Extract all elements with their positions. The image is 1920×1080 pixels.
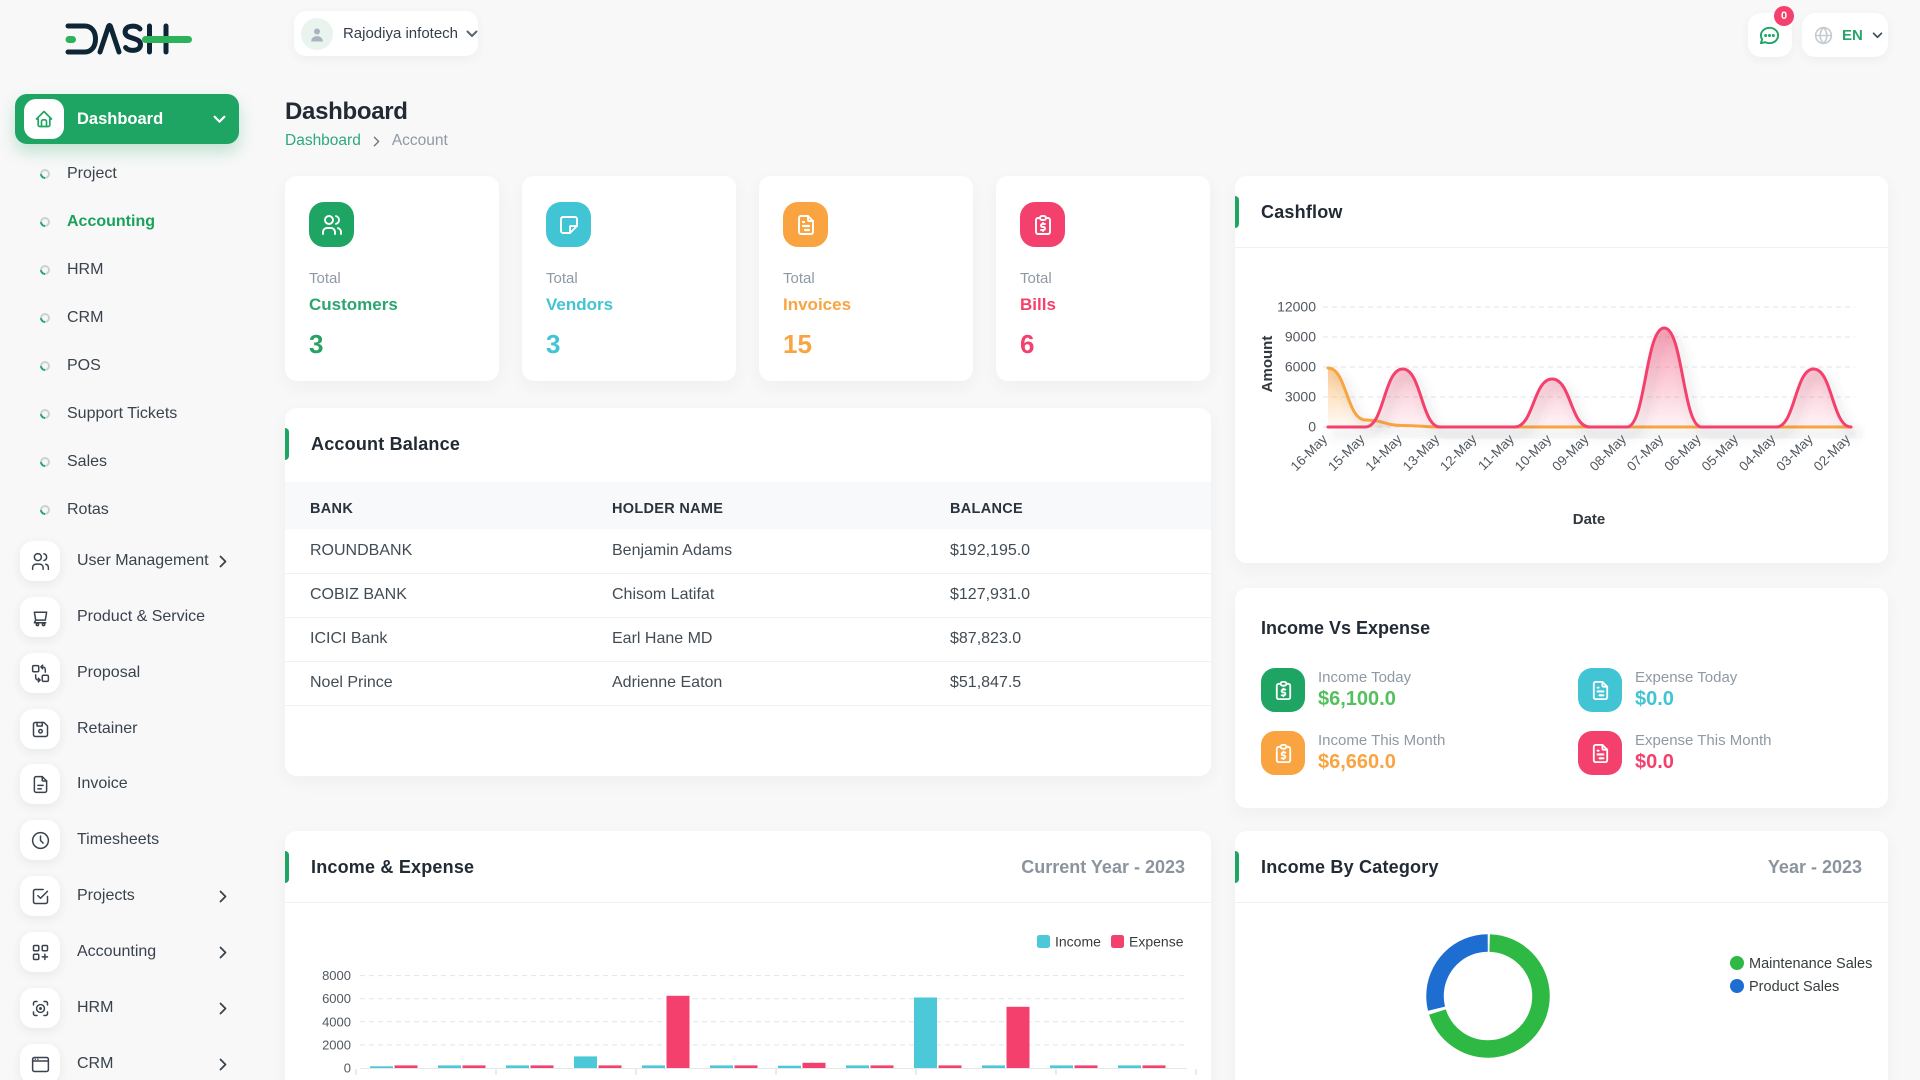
svg-text:2000: 2000 (322, 1037, 351, 1052)
svg-text:05-May: 05-May (1699, 431, 1742, 474)
svg-text:14-May: 14-May (1362, 431, 1405, 474)
svg-text:Income: Income (1055, 934, 1101, 950)
svg-text:06-May: 06-May (1661, 431, 1704, 474)
svg-text:3000: 3000 (1285, 389, 1316, 405)
svg-text:9000: 9000 (1285, 329, 1316, 345)
svg-text:0: 0 (1308, 419, 1316, 435)
svg-text:16-May: 16-May (1288, 431, 1331, 474)
svg-text:02-May: 02-May (1811, 431, 1854, 474)
svg-text:09-May: 09-May (1549, 431, 1592, 474)
svg-text:07-May: 07-May (1624, 431, 1667, 474)
svg-text:Amount: Amount (1259, 336, 1276, 393)
svg-text:Maintenance Sales: Maintenance Sales (1749, 956, 1872, 972)
svg-text:10-May: 10-May (1512, 431, 1555, 474)
svg-text:6000: 6000 (322, 991, 351, 1006)
svg-text:08-May: 08-May (1587, 431, 1630, 474)
svg-text:12000: 12000 (1277, 299, 1316, 315)
svg-text:Date: Date (1573, 511, 1606, 528)
svg-text:13-May: 13-May (1400, 431, 1443, 474)
svg-text:11-May: 11-May (1475, 431, 1517, 473)
svg-text:04-May: 04-May (1736, 431, 1779, 474)
svg-text:4000: 4000 (322, 1014, 351, 1029)
svg-text:Product Sales: Product Sales (1749, 979, 1839, 995)
svg-text:12-May: 12-May (1437, 431, 1480, 474)
svg-text:8000: 8000 (322, 968, 351, 983)
svg-text:Expense: Expense (1129, 934, 1184, 950)
svg-text:6000: 6000 (1285, 359, 1316, 375)
svg-text:15-May: 15-May (1325, 431, 1368, 474)
svg-text:0: 0 (344, 1061, 351, 1076)
svg-text:03-May: 03-May (1773, 431, 1816, 474)
